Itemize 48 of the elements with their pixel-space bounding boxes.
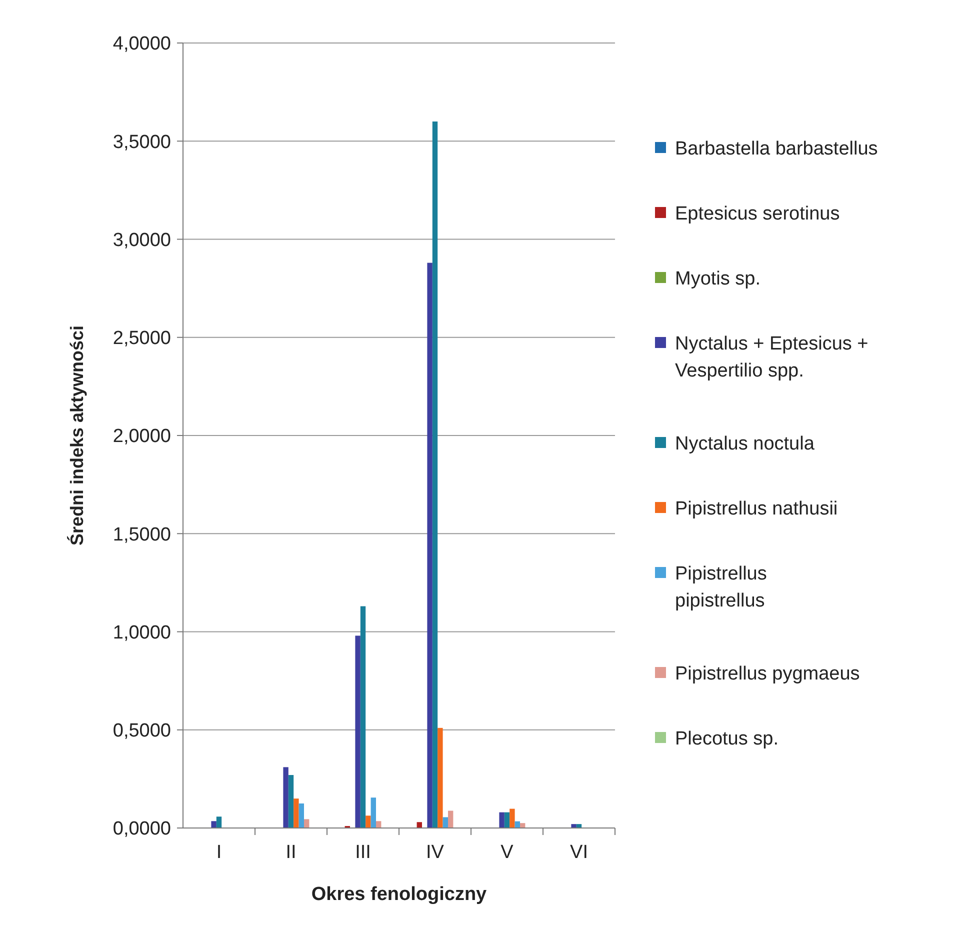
y-tick-label: 4,0000 — [112, 34, 171, 55]
x-tick-label: I — [216, 842, 222, 863]
y-tick-label: 2,0000 — [112, 426, 171, 448]
bar — [288, 775, 294, 828]
legend-label: Pipistrellus pygmaeus — [675, 664, 860, 685]
bar — [571, 824, 576, 828]
legend-label: Nyctalus + Eptesicus + Vespertilio spp. — [675, 334, 868, 382]
bar — [432, 122, 438, 828]
y-tick-label: 2,5000 — [112, 328, 171, 350]
x-tick-label: II — [286, 842, 296, 863]
x-tick-label: III — [355, 842, 371, 863]
legend-label: Pipistrellus pipistrellus — [675, 564, 767, 612]
bar — [438, 728, 443, 828]
bar — [216, 816, 222, 828]
bar — [294, 798, 299, 828]
y-tick-label: 0,5000 — [112, 720, 171, 742]
bar — [504, 812, 510, 828]
y-axis-title: Średni indeks aktywności — [67, 325, 87, 546]
legend-label: Myotis sp. — [675, 268, 761, 290]
bar — [499, 812, 504, 828]
x-axis-title: Okres fenologiczny — [311, 884, 488, 905]
bar — [355, 636, 360, 828]
bar — [298, 803, 304, 828]
bar — [442, 817, 448, 828]
bar — [416, 822, 422, 828]
bar — [366, 816, 371, 828]
legend-label: Plecotus sp. — [675, 728, 778, 750]
legend-label: Barbastella barbastellus — [675, 138, 878, 160]
legend-label: Pipistrellus nathusii — [675, 498, 838, 520]
legend-label: Eptesicus serotinus — [675, 204, 840, 225]
bar — [510, 808, 515, 828]
bar — [370, 798, 376, 828]
bar — [304, 819, 310, 828]
legend-label: Nyctalus noctula — [675, 434, 815, 455]
x-tick-label: IV — [426, 842, 444, 863]
y-tick-label: 3,5000 — [112, 132, 171, 153]
bar — [448, 810, 454, 828]
bar — [376, 821, 382, 828]
bar — [283, 767, 288, 828]
y-tick-label: 1,0000 — [112, 622, 171, 644]
y-tick-label: 1,5000 — [112, 524, 171, 546]
y-tick-label: 3,0000 — [112, 230, 171, 251]
x-tick-label: V — [500, 842, 514, 863]
bar — [211, 821, 216, 828]
bar — [427, 262, 432, 828]
x-tick-label: VI — [570, 842, 588, 863]
bar — [360, 606, 366, 828]
y-tick-label: 0,0000 — [112, 818, 171, 840]
